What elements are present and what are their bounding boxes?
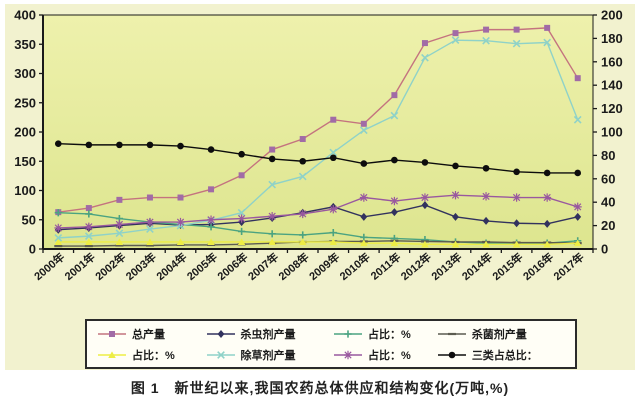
legend-label: 三类占总比：: [471, 349, 538, 362]
legend-item-5: 除草剂产量: [206, 347, 333, 363]
left-axis-tick-label: 50: [22, 212, 36, 227]
x-axis-tick-label: 2004年: [153, 250, 189, 284]
x-axis-tick-label: 2010年: [337, 250, 373, 284]
legend-item-1: 杀虫剂产量: [206, 326, 333, 342]
series-0: [55, 24, 581, 216]
x-axis-tick-label: 2008年: [275, 250, 311, 284]
x-axis-tick-label: 2013年: [428, 250, 464, 284]
series-4: [54, 238, 582, 248]
left-axis-tick-label: 0: [29, 242, 36, 257]
x-axis-tick-label: 2009年: [306, 250, 342, 284]
right-axis-tick-label: 80: [601, 148, 615, 163]
right-axis-tick-label: 180: [601, 31, 623, 46]
x-axis-tick-label: 2001年: [62, 250, 98, 284]
left-axis-tick-label: 300: [14, 66, 36, 81]
asterisk-marker-icon: [333, 350, 362, 359]
legend-label: 除草剂产量: [240, 349, 296, 362]
series-6: [54, 190, 582, 233]
line-chart: 0 50 100 150 200 250 300 350 400 0 20 40 60 80 100 120 1…: [14, 8, 623, 284]
series-5: [54, 36, 582, 242]
right-axis-tick-label: 100: [601, 125, 623, 140]
left-axis-tick-label: 400: [14, 8, 36, 23]
circle-marker-icon: [437, 351, 466, 358]
x-axis-tick-label: 2017年: [550, 250, 586, 284]
legend-label: 占比：%: [367, 349, 411, 362]
left-axis-tick-label: 250: [14, 95, 36, 110]
right-axis-tick-label: 20: [601, 218, 615, 233]
left-axis-tick-label: 200: [14, 125, 36, 140]
right-axis-tick-label: 40: [601, 195, 615, 210]
x-axis-tick-label: 2005年: [184, 250, 220, 284]
x-axis-tick-label: 2016年: [520, 250, 556, 284]
left-axis-tick-label: 150: [14, 154, 36, 169]
dash-marker-icon: [437, 332, 466, 335]
x-axis-tick-label: 2014年: [459, 250, 495, 284]
chart-legend: 总产量 杀虫剂产量 占比：% 杀菌剂产量 占比：% 除草剂产量 占比：% 三类占总比：: [85, 319, 577, 369]
left-axis-tick-label: 350: [14, 37, 36, 52]
square-marker-icon: [98, 330, 126, 337]
legend-item-0: 总产量: [97, 326, 206, 342]
legend-item-2: 占比：%: [333, 326, 437, 342]
legend-item-4: 占比：%: [97, 347, 206, 363]
x-axis-tick-label: 2011年: [368, 250, 404, 283]
legend-item-7: 三类占总比：: [437, 347, 569, 363]
plus-marker-icon: [333, 329, 362, 338]
legend-label: 杀菌剂产量: [471, 328, 527, 341]
chart-area: 0 50 100 150 200 250 300 350 400 0 20 40 60 80 100 120 1…: [5, 4, 635, 370]
right-axis-tick-label: 200: [601, 8, 623, 23]
x-axis-tick-label: 2012年: [398, 250, 434, 284]
right-axis-tick-label: 0: [601, 242, 608, 257]
legend-label: 占比：%: [132, 349, 175, 362]
legend-label: 总产量: [132, 328, 165, 341]
right-axis-tick-label: 140: [601, 78, 623, 93]
plot-area: [42, 14, 594, 250]
figure-caption: 图 1 新世纪以来,我国农药总体供应和结构变化(万吨,%): [0, 372, 640, 404]
x-axis-tick-label: 2003年: [123, 250, 159, 284]
legend-label: 杀虫剂产量: [240, 328, 296, 341]
x-axis-tick-label: 2002年: [92, 250, 128, 284]
x-axis-tick-label: 2015年: [489, 250, 525, 284]
x-axis-tick-label: 2000年: [31, 250, 67, 284]
legend-item-6: 占比：%: [333, 347, 437, 363]
right-axis-tick-label: 160: [601, 54, 623, 69]
x-marker-icon: [206, 350, 235, 359]
right-axis-tick-label: 60: [601, 171, 615, 186]
legend-item-3: 杀菌剂产量: [437, 326, 569, 342]
series-7: [54, 140, 582, 177]
triangle-marker-icon: [98, 350, 126, 358]
legend-label: 占比：%: [367, 328, 411, 341]
x-axis-tick-label: 2007年: [245, 250, 281, 284]
left-axis-tick-label: 100: [14, 183, 36, 198]
x-axis-tick-label: 2006年: [214, 250, 250, 284]
right-axis-tick-label: 120: [601, 101, 623, 116]
diamond-marker-icon: [206, 329, 235, 338]
